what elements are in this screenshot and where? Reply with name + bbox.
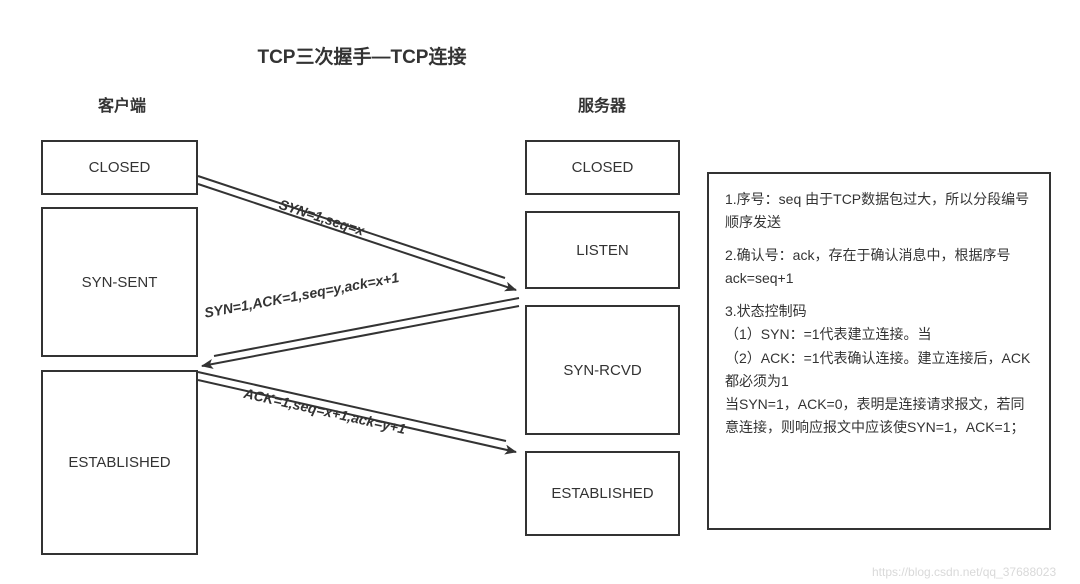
state-label: LISTEN (576, 242, 629, 259)
server-column-header: 服务器 (552, 92, 652, 116)
notes-line-1: 1.序号：seq 由于TCP数据包过大，所以分段编号顺序发送 (725, 188, 1033, 234)
state-label: ESTABLISHED (551, 485, 653, 502)
state-label: ESTABLISHED (68, 454, 170, 471)
arrow-ack-label: ACK=1,seq=x+1,ack=y+1 (242, 385, 407, 437)
client-state-closed: CLOSED (41, 140, 198, 195)
client-column-header: 客户端 (72, 92, 172, 116)
state-label: SYN-RCVD (563, 362, 641, 379)
watermark-text: https://blog.csdn.net/qq_37688023 (872, 565, 1056, 579)
diagram-title: TCP三次握手—TCP连接 (222, 42, 502, 69)
server-state-listen: LISTEN (525, 211, 680, 289)
server-state-established: ESTABLISHED (525, 451, 680, 536)
server-state-closed: CLOSED (525, 140, 680, 195)
arrow-syn-label: SYN=1,seq=x (277, 196, 366, 239)
client-state-syn-sent: SYN-SENT (41, 207, 198, 357)
notes-panel: 1.序号：seq 由于TCP数据包过大，所以分段编号顺序发送 2.确认号：ack… (707, 172, 1051, 530)
client-state-established: ESTABLISHED (41, 370, 198, 555)
arrow-synack-label: SYN=1,ACK=1,seq=y,ack=x+1 (203, 269, 400, 321)
state-label: CLOSED (89, 159, 151, 176)
notes-line-2: 2.确认号：ack，存在于确认消息中，根据序号ack=seq+1 (725, 244, 1033, 290)
state-label: CLOSED (572, 159, 634, 176)
server-state-syn-rcvd: SYN-RCVD (525, 305, 680, 435)
notes-line-3: 3.状态控制码 （1）SYN：=1代表建立连接。当 （2）ACK：=1代表确认连… (725, 300, 1033, 439)
state-label: SYN-SENT (82, 274, 158, 291)
